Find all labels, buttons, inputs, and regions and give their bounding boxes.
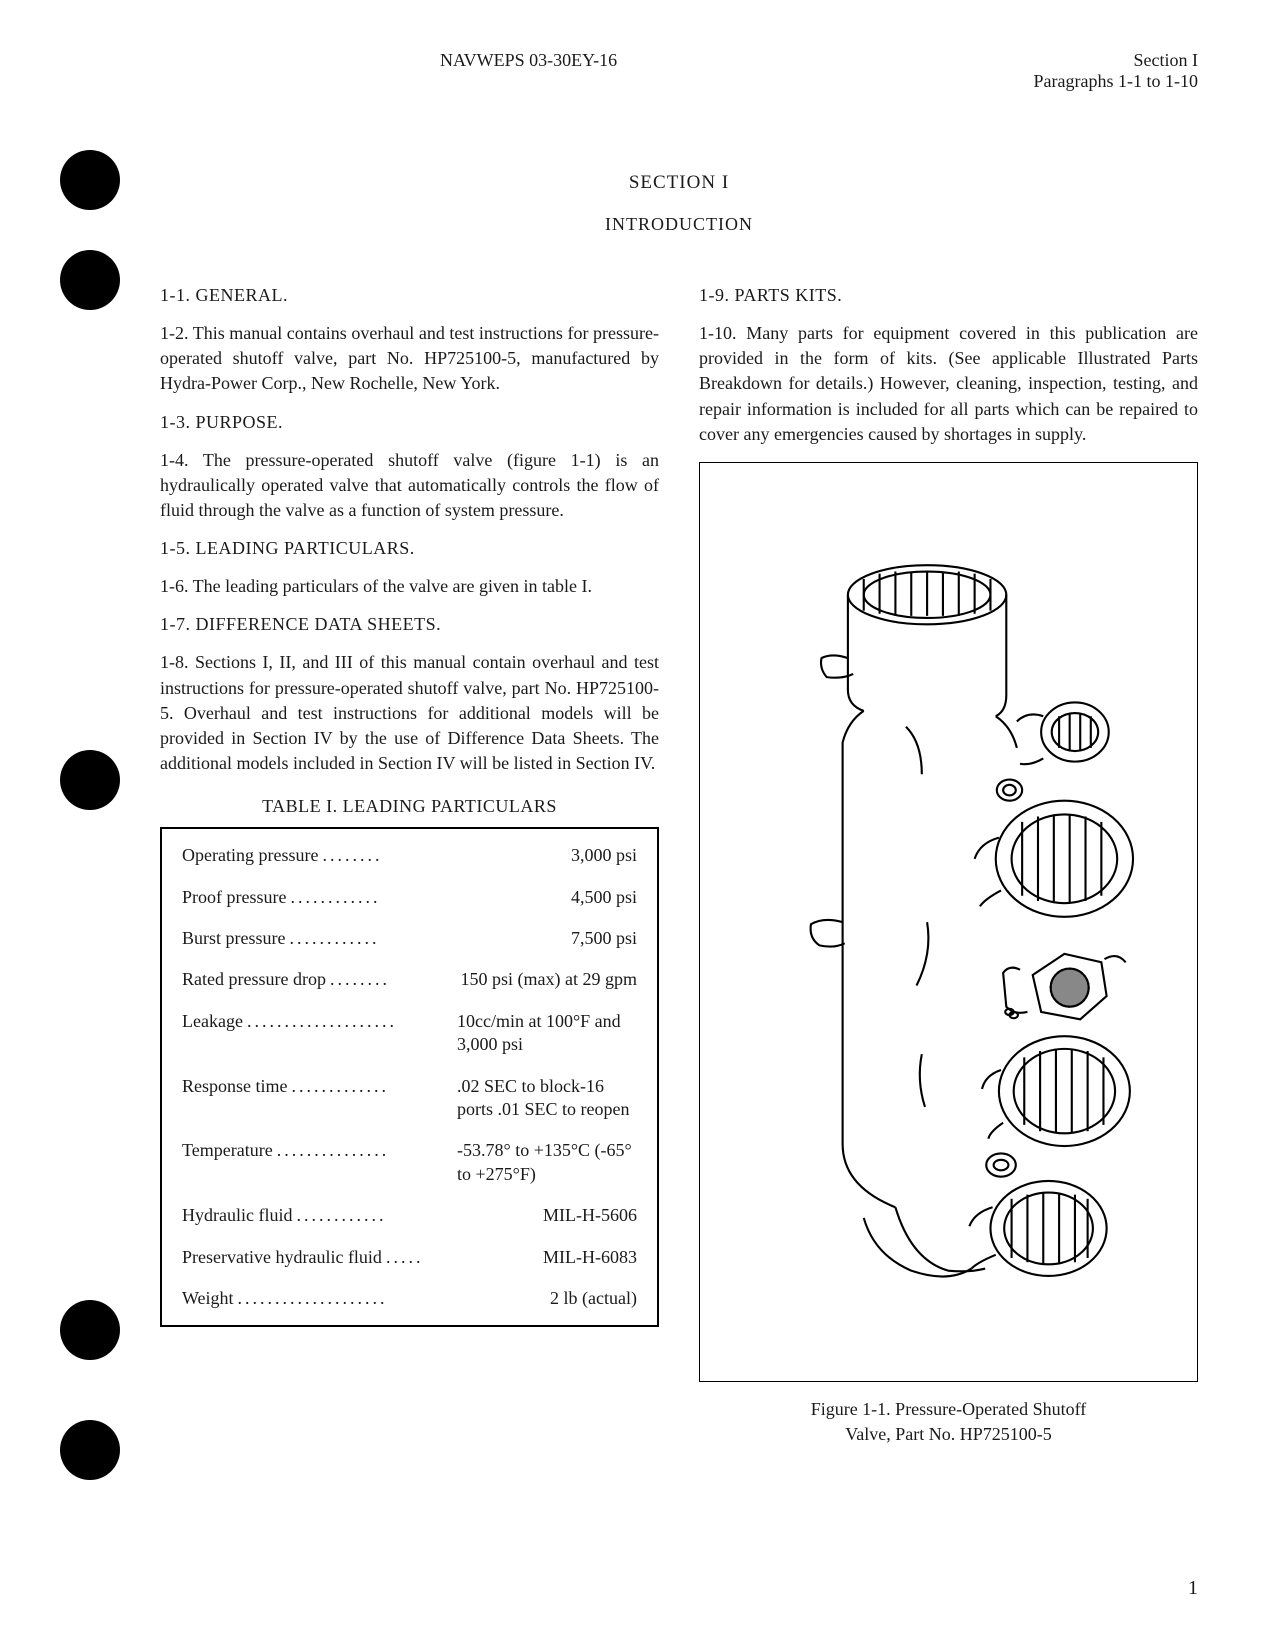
- table-label: Burst pressure: [182, 927, 285, 950]
- paragraph-1-8: 1-8. Sections I, II, and III of this man…: [160, 650, 659, 776]
- table-row: Operating pressure ........ 3,000 psi: [182, 844, 637, 867]
- paragraph-1-10: 1-10. Many parts for equipment covered i…: [699, 321, 1198, 447]
- table-row: Rated pressure drop ........ 150 psi (ma…: [182, 968, 637, 991]
- leader-dots: ............: [292, 1204, 543, 1227]
- valve-diagram-icon: [737, 532, 1159, 1312]
- figure-box: [699, 462, 1198, 1382]
- paragraph-1-2: 1-2. This manual contains overhaul and t…: [160, 321, 659, 397]
- table-label: Temperature: [182, 1139, 273, 1186]
- heading-difference-data: 1-7. DIFFERENCE DATA SHEETS.: [160, 614, 659, 635]
- leader-dots: ............: [285, 927, 571, 950]
- page-header: NAVWEPS 03-30EY-16 Section I Paragraphs …: [160, 50, 1198, 92]
- punch-hole: [60, 150, 120, 210]
- section-subtitle: INTRODUCTION: [160, 214, 1198, 235]
- table-value: 3,000 psi: [571, 844, 637, 867]
- table-label: Proof pressure: [182, 886, 286, 909]
- leader-dots: ........: [326, 968, 461, 991]
- leader-dots: ....................: [234, 1287, 550, 1310]
- punch-hole: [60, 1420, 120, 1480]
- table-label: Rated pressure drop: [182, 968, 326, 991]
- table-value: 4,500 psi: [571, 886, 637, 909]
- table-row: Burst pressure ............ 7,500 psi: [182, 927, 637, 950]
- figure-caption: Figure 1-1. Pressure-Operated Shutoff Va…: [699, 1397, 1198, 1447]
- right-column: 1-9. PARTS KITS. 1-10. Many parts for eq…: [699, 275, 1198, 1447]
- paragraph-1-6: 1-6. The leading particulars of the valv…: [160, 574, 659, 599]
- leader-dots: ............: [286, 886, 571, 909]
- heading-leading-particulars: 1-5. LEADING PARTICULARS.: [160, 538, 659, 559]
- table-label: Leakage: [182, 1010, 243, 1057]
- caption-line-1: Figure 1-1. Pressure-Operated Shutoff: [699, 1397, 1198, 1422]
- paragraph-range: Paragraphs 1-1 to 1-10: [1034, 71, 1198, 92]
- table-label: Weight: [182, 1287, 234, 1310]
- table-value: .02 SEC to block-16 ports .01 SEC to reo…: [457, 1075, 637, 1122]
- table-value: 150 psi (max) at 29 gpm: [461, 968, 637, 991]
- table-value: MIL-H-5606: [543, 1204, 637, 1227]
- caption-line-2: Valve, Part No. HP725100-5: [699, 1422, 1198, 1447]
- leader-dots: ....................: [243, 1010, 457, 1057]
- content-columns: 1-1. GENERAL. 1-2. This manual contains …: [160, 275, 1198, 1447]
- table-value: -53.78° to +135°C (-65° to +275°F): [457, 1139, 637, 1186]
- table-value: 10cc/min at 100°F and 3,000 psi: [457, 1010, 637, 1057]
- table-title: TABLE I. LEADING PARTICULARS: [160, 796, 659, 817]
- leader-dots: .............: [288, 1075, 458, 1122]
- table-row: Preservative hydraulic fluid ..... MIL-H…: [182, 1246, 637, 1269]
- table-value: 7,500 psi: [571, 927, 637, 950]
- header-right: Section I Paragraphs 1-1 to 1-10: [1034, 50, 1198, 92]
- heading-parts-kits: 1-9. PARTS KITS.: [699, 285, 1198, 306]
- heading-purpose: 1-3. PURPOSE.: [160, 412, 659, 433]
- table-row: Temperature ............... -53.78° to +…: [182, 1139, 637, 1186]
- leading-particulars-table: Operating pressure ........ 3,000 psi Pr…: [160, 827, 659, 1327]
- table-row: Hydraulic fluid ............ MIL-H-5606: [182, 1204, 637, 1227]
- punch-hole: [60, 1300, 120, 1360]
- punch-hole: [60, 250, 120, 310]
- table-row: Proof pressure ............ 4,500 psi: [182, 886, 637, 909]
- leader-dots: ........: [318, 844, 571, 867]
- table-value: MIL-H-6083: [543, 1246, 637, 1269]
- table-label: Preservative hydraulic fluid: [182, 1246, 382, 1269]
- section-title: SECTION I: [160, 172, 1198, 194]
- leader-dots: .....: [382, 1246, 543, 1269]
- doc-id: NAVWEPS 03-30EY-16: [440, 50, 617, 92]
- table-value: 2 lb (actual): [550, 1287, 637, 1310]
- paragraph-1-4: 1-4. The pressure-operated shutoff valve…: [160, 448, 659, 524]
- page-number: 1: [1188, 1577, 1198, 1600]
- leader-dots: ...............: [273, 1139, 457, 1186]
- table-row: Weight .................... 2 lb (actual…: [182, 1287, 637, 1310]
- heading-general: 1-1. GENERAL.: [160, 285, 659, 306]
- table-label: Hydraulic fluid: [182, 1204, 292, 1227]
- table-label: Operating pressure: [182, 844, 318, 867]
- section-label: Section I: [1034, 50, 1198, 71]
- punch-hole: [60, 750, 120, 810]
- table-label: Response time: [182, 1075, 288, 1122]
- left-column: 1-1. GENERAL. 1-2. This manual contains …: [160, 275, 659, 1447]
- table-row: Leakage .................... 10cc/min at…: [182, 1010, 637, 1057]
- table-row: Response time ............. .02 SEC to b…: [182, 1075, 637, 1122]
